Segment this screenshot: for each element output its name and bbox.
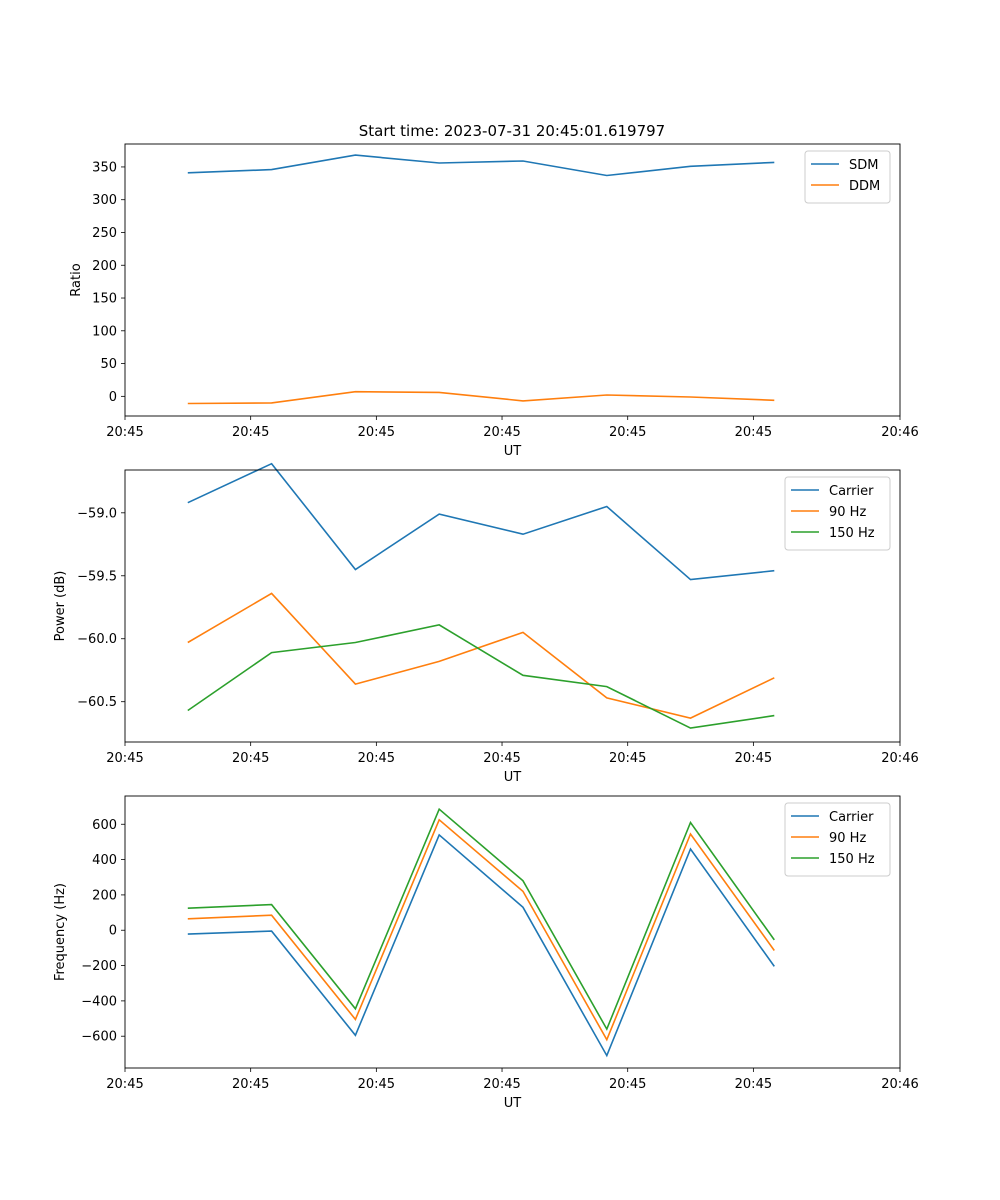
y-tick-label: −400 [81,994,117,1009]
y-tick-label: 400 [92,853,117,868]
y-tick-label: 250 [92,226,117,241]
y-tick-label: 600 [92,818,117,833]
x-tick-label: 20:45 [483,425,520,440]
x-axis-label: UT [504,444,522,459]
x-tick-label: 20:45 [735,751,772,766]
x-tick-label: 20:45 [358,425,395,440]
y-axis-label: Ratio [69,263,84,296]
y-tick-label: 100 [92,324,117,339]
x-tick-label: 20:45 [358,751,395,766]
series-line-carrier [187,462,775,581]
series-line-150-hz [187,624,775,729]
x-tick-label: 20:46 [881,1077,918,1092]
legend: Carrier 90 Hz 150 Hz [784,476,891,551]
x-tick-label: 20:45 [232,425,269,440]
axes-frame [124,469,901,743]
legend-label: SDM [849,158,878,173]
x-tick-label: 20:45 [106,425,143,440]
chart-panel-1: 20:45 20:45 20:45 20:45 20:45 20:45 20:46 0 50 10… [69,143,919,459]
legend: SDM DDM [804,150,891,204]
x-tick-label: 20:45 [735,1077,772,1092]
series-line-150-hz [187,807,775,1031]
axes-frame [124,795,901,1069]
y-axis-label: Power (dB) [53,571,68,642]
legend-label: Carrier [829,810,874,825]
y-tick-label: 50 [100,357,117,372]
figure-title: Start time: 2023-07-31 20:45:01.619797 [359,122,665,140]
y-tick-label: 200 [92,888,117,903]
legend-label: 90 Hz [829,505,866,520]
series-line-carrier [187,833,775,1058]
y-tick-label: −200 [81,959,117,974]
x-tick-label: 20:45 [609,751,646,766]
charts: 20:45 20:45 20:45 20:45 20:45 20:45 20:46 0 50 10… [53,143,919,1111]
x-tick-label: 20:45 [483,1077,520,1092]
x-tick-label: 20:45 [232,751,269,766]
series-line-sdm [187,154,775,177]
x-tick-label: 20:46 [881,425,918,440]
y-tick-label: −60.5 [77,695,117,710]
axes-frame [124,143,901,417]
x-tick-label: 20:45 [483,751,520,766]
x-tick-label: 20:45 [232,1077,269,1092]
x-tick-label: 20:45 [609,425,646,440]
legend-label: 150 Hz [829,852,875,867]
series-line-90-hz [187,592,775,719]
x-tick-label: 20:46 [881,751,918,766]
y-tick-label: 150 [92,292,117,307]
legend-label: Carrier [829,484,874,499]
chart-panel-3: 20:45 20:45 20:45 20:45 20:45 20:45 20:46 600 40… [53,795,919,1111]
y-axis-label: Frequency (Hz) [53,883,68,981]
y-tick-label: −600 [81,1030,117,1045]
y-tick-label: −60.0 [77,632,117,647]
series-line-ddm [187,390,775,405]
y-tick-label: 0 [109,390,117,405]
y-tick-label: 200 [92,259,117,274]
legend-label: 90 Hz [829,831,866,846]
legend-label: 150 Hz [829,526,875,541]
legend: Carrier 90 Hz 150 Hz [784,802,891,877]
y-tick-label: 350 [92,160,117,175]
y-tick-label: −59.0 [77,506,117,521]
y-tick-label: −59.5 [77,569,117,584]
legend-label: DDM [849,179,880,194]
x-tick-label: 20:45 [735,425,772,440]
y-tick-label: 300 [92,193,117,208]
x-tick-label: 20:45 [609,1077,646,1092]
x-axis-label: UT [504,770,522,785]
x-tick-label: 20:45 [358,1077,395,1092]
chart-panel-2: 20:45 20:45 20:45 20:45 20:45 20:45 20:46 −59.0… [53,462,919,785]
x-tick-label: 20:45 [106,751,143,766]
x-tick-label: 20:45 [106,1077,143,1092]
x-axis-label: UT [504,1096,522,1111]
y-tick-label: 0 [109,924,117,939]
series-line-90-hz [187,818,775,1042]
